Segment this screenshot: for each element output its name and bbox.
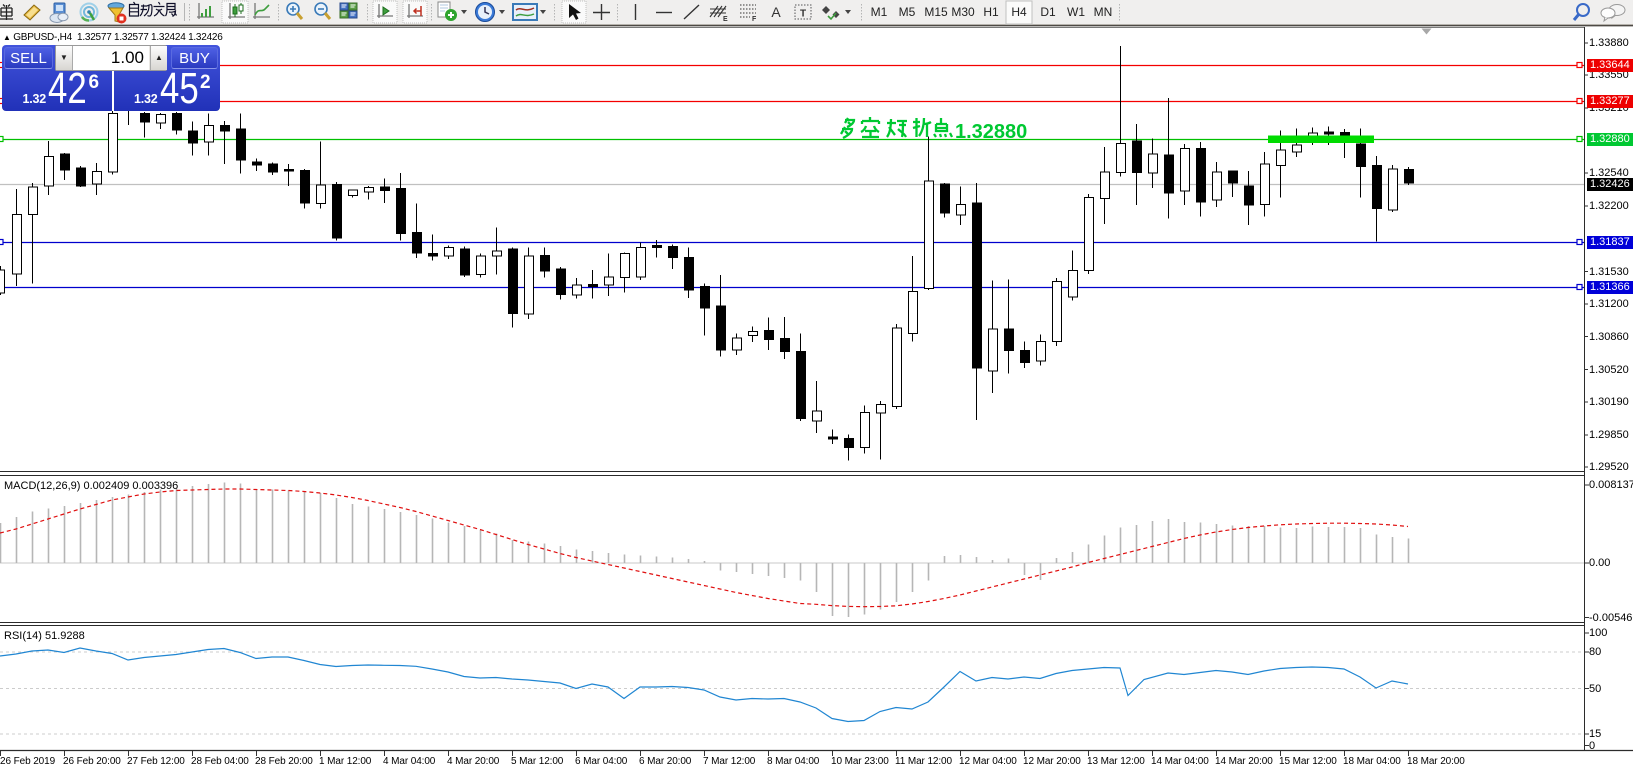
- svg-text:M30: M30: [951, 5, 975, 19]
- svg-text:A: A: [771, 4, 781, 20]
- svg-text:M5: M5: [899, 5, 916, 19]
- svg-text:W1: W1: [1067, 5, 1085, 19]
- svg-text:M1: M1: [871, 5, 888, 19]
- svg-text:D1: D1: [1040, 5, 1056, 19]
- svg-text:1.32880: 1.32880: [955, 121, 1027, 143]
- svg-text:F: F: [752, 16, 757, 23]
- svg-text:MN: MN: [1094, 5, 1113, 19]
- svg-text:T: T: [800, 9, 806, 20]
- svg-text:H1: H1: [983, 5, 999, 19]
- svg-text:M15: M15: [924, 5, 948, 19]
- svg-text:E: E: [723, 16, 728, 23]
- svg-text:H4: H4: [1011, 5, 1027, 19]
